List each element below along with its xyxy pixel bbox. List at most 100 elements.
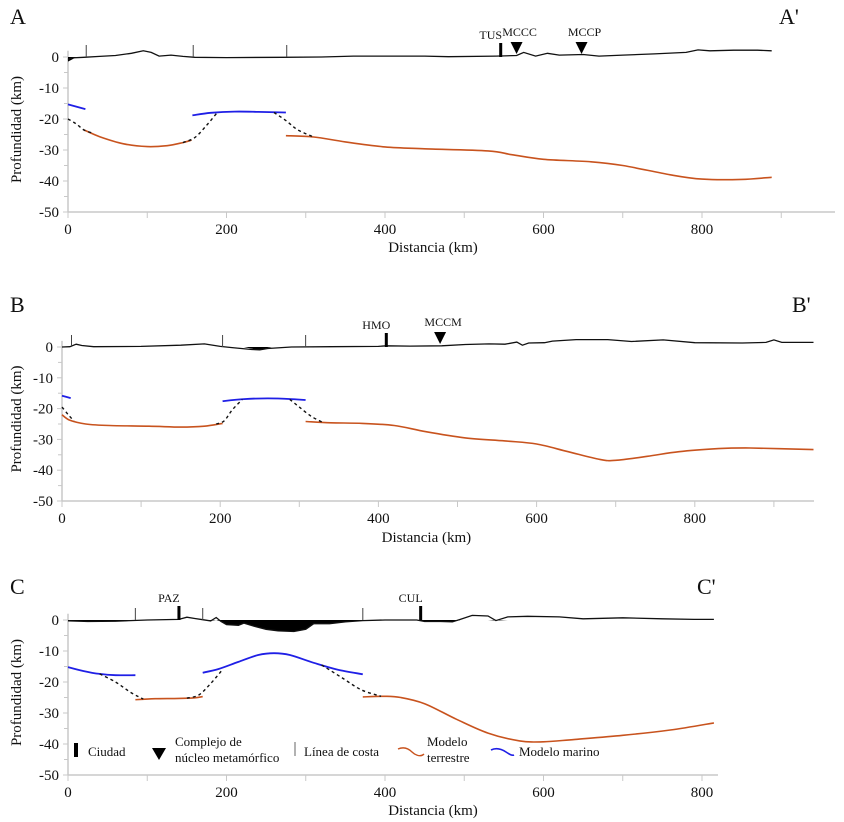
y-tick-label: -10 [39,81,59,97]
transition-dashed-line [61,406,75,422]
transition-dashed-line [182,112,218,144]
terrestrial-model-line [135,695,203,701]
core-complex-marker [510,42,523,54]
panel-A: 0 -10 -20 -30 -40 -50 0 200 400 600 800 Distancia (… [9,4,835,256]
profile-start-label: C [10,574,25,599]
terrestrial-model-line [305,420,814,462]
legend-marine-symbol [490,747,515,757]
profile-end-label: A' [779,4,799,29]
x-tick-label: 600 [532,222,555,238]
legend-marine-label: Modelo marino [519,744,600,759]
y-axis-title: Profundidad (km) [9,639,25,746]
y-tick-label: -40 [39,737,59,753]
y-tick-label: 0 [52,50,60,66]
x-tick-label: 600 [532,785,555,801]
y-axis-title: Profundidad (km) [9,76,25,183]
legend-terrestrial-label-line2: terrestre [427,750,470,765]
marine-model-line [222,397,306,403]
city-label: PAZ [158,591,180,605]
profile-end-label: C' [697,574,716,599]
city-marker [419,606,423,620]
x-tick-label: 200 [215,785,238,801]
core-complex-marker [575,42,588,54]
transition-dashed-line [215,398,243,425]
transition-dashed-line [99,673,144,700]
panel-B: 0 -10 -20 -30 -40 -50 0 200 400 600 800 Distancia (… [9,292,814,546]
x-tick-label: 200 [209,511,232,527]
x-tick-label: 0 [64,785,72,801]
x-tick-label: 800 [684,511,707,527]
transition-dashed-line [273,111,314,138]
x-tick-label: 400 [367,511,390,527]
core-complex-label: MCCP [568,25,602,39]
bathymetry-fill [243,347,272,351]
transition-dashed-line [321,664,382,697]
y-tick-label: -50 [39,768,59,784]
legend-city-symbol [74,743,78,757]
y-tick-label: -20 [39,675,59,691]
legend-core-complex-label-line2: núcleo metamórfico [175,750,279,765]
core-complex-label: MCCM [424,315,462,329]
y-tick-label: -50 [39,205,59,221]
marine-model-line [202,652,363,676]
y-tick-label: -50 [33,494,53,510]
y-tick-label: -30 [39,143,59,159]
terrestrial-model-line [83,129,192,148]
y-tick-label: -20 [39,112,59,128]
profile-start-label: B [10,292,25,317]
y-tick-label: -30 [39,706,59,722]
city-label: TUS [479,28,502,42]
y-tick-label: -40 [33,463,53,479]
x-tick-label: 400 [374,222,397,238]
city-marker [384,333,388,347]
topography-line [67,49,772,61]
city-marker [499,43,503,57]
x-tick-label: 0 [58,511,66,527]
legend-terrestrial-symbol [397,747,425,757]
terrestrial-model-line [362,695,715,743]
bathymetry-fill [68,620,714,632]
y-axis-title: Profundidad (km) [9,365,25,472]
y-tick-label: -10 [33,371,53,387]
marine-model-line [61,394,71,399]
terrestrial-model-line [285,134,772,181]
y-tick-label: 0 [46,340,54,356]
x-tick-label: 800 [691,785,714,801]
x-axis-title: Distancia (km) [388,803,478,819]
x-axis-title: Distancia (km) [382,530,472,546]
legend-coastline-label: Línea de costa [304,744,379,759]
panel-C: 0 -10 -20 -30 -40 -50 0 200 400 600 800 Distancia (… [9,574,718,819]
profile-end-label: B' [792,292,811,317]
x-axis-title: Distancia (km) [388,240,478,256]
transition-dashed-line [186,669,224,699]
topography-line [67,614,714,633]
legend-core-complex-symbol [152,748,166,760]
marine-model-line [67,103,86,110]
x-tick-label: 800 [691,222,714,238]
legend-city-label: Ciudad [88,744,126,759]
transition-dashed-line [289,398,324,424]
marine-model-line [192,110,286,117]
legend-core-complex-label-line1: Complejo de [175,734,242,749]
x-tick-label: 600 [525,511,548,527]
marine-model-line [67,666,136,677]
x-tick-label: 200 [215,222,238,238]
transition-dashed-line [67,118,93,134]
core-complex-marker [434,332,447,344]
city-marker [177,606,181,620]
legend-terrestrial-label-line1: Modelo [427,734,467,749]
y-tick-label: -30 [33,432,53,448]
core-complex-label: MCCC [502,25,537,39]
x-tick-label: 400 [374,785,397,801]
city-label: CUL [399,591,423,605]
city-label: HMO [362,318,390,332]
y-tick-label: -20 [33,402,53,418]
y-tick-label: -40 [39,174,59,190]
y-tick-label: 0 [52,613,60,629]
terrestrial-model-line [61,414,223,428]
profile-start-label: A [10,4,26,29]
y-tick-label: -10 [39,644,59,660]
topography-line [61,338,814,351]
